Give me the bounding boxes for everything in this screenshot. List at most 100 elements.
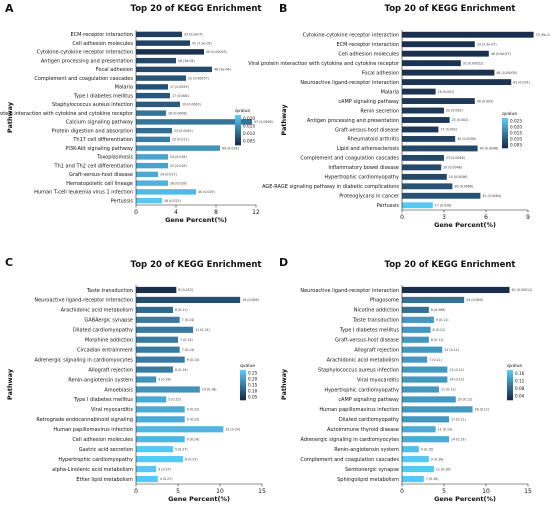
chart-title: Top 20 of KEGG Enrichment xyxy=(131,4,262,14)
bar-value-label: 17 (0.006) xyxy=(172,94,189,98)
legend-gradient-segment xyxy=(502,135,508,139)
bar-value-label: 8 (0.11) xyxy=(431,338,444,342)
bar xyxy=(402,126,439,133)
x-tick-label: 6 xyxy=(484,214,488,221)
legend-gradient-segment xyxy=(235,142,241,146)
category-label: Nicotine addiction xyxy=(354,308,399,314)
legend-gradient-segment xyxy=(507,395,513,398)
bar xyxy=(402,426,436,433)
bar-value-label: 25 (0.011) xyxy=(172,138,189,142)
x-tick-label: 4 xyxy=(174,209,178,216)
bar-value-label: 17 (0.002) xyxy=(440,128,457,132)
legend-gradient-segment xyxy=(240,380,246,383)
category-label: Cell adhesion molecules xyxy=(72,41,133,47)
category-label: Complement and coagulation cascades xyxy=(300,457,399,463)
category-label: Staphylococcus aureus infection xyxy=(52,102,133,108)
legend-tick-label: 0.04 xyxy=(515,394,525,399)
bar xyxy=(136,416,185,423)
bar xyxy=(136,49,204,55)
category-label: Adrenergic signaling in cardiomyocytes xyxy=(34,357,133,363)
category-label: Neuroactive ligand-receptor interaction xyxy=(300,80,399,86)
category-label: Neuroactive ligand-receptor interaction xyxy=(300,288,399,294)
y-axis-label: Pathway xyxy=(280,368,288,400)
bar xyxy=(402,416,450,423)
category-label: cAMP signaling pathway xyxy=(338,397,399,403)
bar xyxy=(402,41,475,48)
bar-value-label: 33 (2.3e-07) xyxy=(477,42,497,46)
bar xyxy=(136,171,158,178)
legend-gradient-segment xyxy=(507,377,513,381)
bar xyxy=(136,406,185,413)
legend-gradient-segment xyxy=(507,397,513,401)
legend-gradient-segment xyxy=(235,122,241,126)
bar-value-label: 33 (0.0e07) xyxy=(184,33,203,37)
bar-value-label: 26 (3e-04) xyxy=(178,59,195,63)
legend-gradient-segment xyxy=(240,372,246,376)
bar-value-label: 10 (0.18) xyxy=(202,388,217,392)
bar-value-label: 11 (0.16) xyxy=(436,467,451,471)
legend-tick-label: 0.010 xyxy=(243,131,255,136)
bar xyxy=(402,356,428,363)
bar xyxy=(136,136,170,143)
category-label: Cytokine-cytokine receptor interaction xyxy=(303,33,399,39)
bar-value-label: 11 (0.14) xyxy=(195,328,210,332)
category-label: Viral protein interaction with cytokine … xyxy=(0,111,134,117)
x-tick-label: 0 xyxy=(400,488,404,495)
legend-gradient-segment xyxy=(235,127,241,131)
category-label: Sphingolipid metabolism xyxy=(337,477,399,483)
x-axis-label: Gene Percent(%) xyxy=(434,221,496,229)
bar xyxy=(402,136,456,142)
category-label: Phagosome xyxy=(370,298,399,304)
legend-gradient-segment xyxy=(502,133,508,136)
legend-gradient-segment xyxy=(502,138,508,141)
category-label: Malaria xyxy=(115,85,133,91)
category-label: Hematopoietic cell lineage xyxy=(66,181,133,187)
bar-value-label: 9 (0.11) xyxy=(436,318,449,322)
bar xyxy=(136,475,158,483)
legend-gradient-segment xyxy=(507,385,513,388)
legend-gradient-segment xyxy=(507,390,513,393)
category-label: Circadian entrainment xyxy=(77,347,133,353)
bar-value-label: 6 (0.27) xyxy=(185,457,198,461)
bar-value-label: 19 (0.001) xyxy=(438,90,455,94)
category-label: Pertussis xyxy=(377,203,400,209)
bar xyxy=(402,145,478,152)
bar-value-label: 40 (0.00011) xyxy=(512,288,533,292)
panel-letter: D xyxy=(279,256,288,269)
category-label: Taste transduction xyxy=(86,288,133,294)
category-label: Focal adhesion xyxy=(96,67,133,73)
category-label: Morphine addiction xyxy=(85,338,133,344)
category-label: Renin-angiotensin system xyxy=(68,377,133,383)
legend-gradient-segment xyxy=(235,132,241,136)
bar-value-label: 73 (9e-12) xyxy=(536,33,550,37)
category-label: Allograft rejection xyxy=(88,367,133,373)
x-tick-label: 0 xyxy=(400,214,404,221)
bar-value-label: 11 (0.13) xyxy=(438,427,453,431)
legend-gradient-segment xyxy=(240,377,246,381)
category-label: Antigen processing and presentation xyxy=(41,58,133,64)
legend-tick-label: 0.15 xyxy=(248,382,258,387)
bar xyxy=(136,386,200,393)
bar xyxy=(136,119,252,125)
bar-value-label: 24 (0.016) xyxy=(170,155,187,159)
bar-value-label: 25 (0.002) xyxy=(452,118,469,122)
category-label: Inflammatory bowel disease xyxy=(328,165,399,171)
bar-value-label: 61 (0.001) xyxy=(513,80,530,84)
bar xyxy=(402,286,510,294)
bar xyxy=(136,154,168,160)
legend-gradient-segment xyxy=(502,125,508,129)
bar-value-label: 17 (0.0055) xyxy=(170,85,189,89)
bar-value-label: 24 (0.069) xyxy=(466,298,483,302)
bar xyxy=(402,50,489,57)
legend-gradient-segment xyxy=(502,130,508,134)
category-label: Arachidonic acid metabolism xyxy=(61,308,134,314)
bar-value-label: 8 (0.012) xyxy=(178,288,193,292)
category-label: Amoebiasis xyxy=(104,387,133,393)
category-label: Arachidonic acid metabolism xyxy=(327,357,400,363)
category-label: Renin-angiotensin system xyxy=(334,447,399,453)
bar xyxy=(402,446,419,453)
bar xyxy=(402,316,434,323)
category-label: Staphylococcus aureus infection xyxy=(318,367,399,373)
legend-gradient-segment xyxy=(240,397,246,401)
